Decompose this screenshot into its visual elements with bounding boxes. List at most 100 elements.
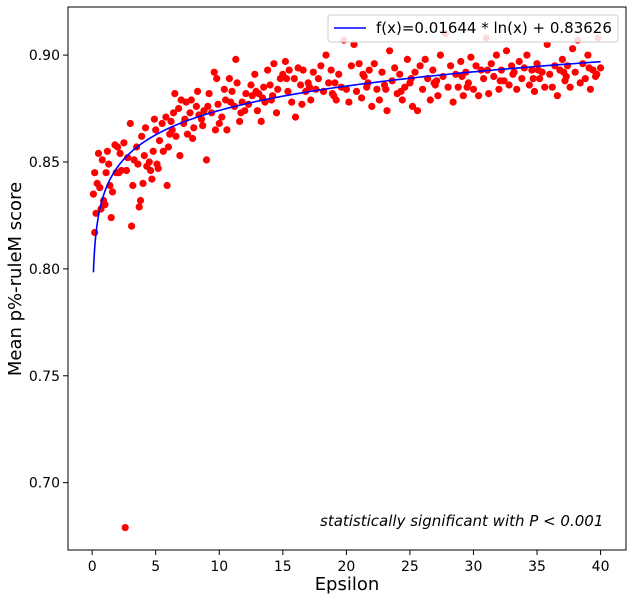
data-point: [373, 85, 381, 93]
data-point: [581, 75, 589, 83]
data-point: [480, 75, 488, 83]
data-point: [91, 169, 99, 177]
x-tick-label: 5: [151, 559, 160, 575]
data-point: [485, 90, 493, 98]
y-tick-label: 0.85: [29, 155, 60, 171]
y-tick-label: 0.90: [29, 48, 60, 64]
data-point: [386, 47, 394, 55]
data-point: [227, 98, 235, 106]
data-point: [375, 96, 383, 104]
data-point: [562, 72, 570, 81]
data-point: [317, 62, 325, 70]
data-point: [502, 47, 511, 55]
data-point: [108, 188, 117, 196]
data-point: [312, 85, 320, 93]
data-point: [189, 134, 197, 143]
data-point: [530, 87, 539, 95]
data-point: [299, 66, 307, 74]
data-point: [515, 57, 523, 66]
data-point: [155, 137, 164, 145]
data-point: [103, 147, 111, 155]
data-point: [138, 132, 146, 140]
data-point: [398, 96, 406, 104]
data-point: [98, 156, 106, 164]
x-tick-label: 15: [274, 559, 292, 575]
data-point: [419, 85, 427, 93]
data-point: [101, 201, 109, 209]
data-point: [585, 64, 593, 72]
y-tick-label: 0.80: [29, 262, 60, 278]
data-point: [569, 45, 577, 53]
data-point: [331, 79, 339, 87]
data-point: [477, 66, 485, 74]
data-point: [416, 62, 424, 70]
data-point: [126, 119, 134, 128]
x-tick-label: 0: [88, 559, 97, 575]
data-point: [114, 143, 122, 151]
data-point: [429, 66, 437, 74]
data-point: [197, 115, 206, 123]
data-point: [328, 90, 336, 98]
data-point: [584, 51, 592, 59]
data-point: [145, 158, 153, 166]
x-tick-label: 20: [337, 559, 355, 575]
data-point: [236, 117, 244, 125]
data-point: [139, 179, 147, 187]
x-tick-label: 10: [210, 559, 228, 575]
data-point: [536, 75, 544, 83]
legend-fit-label: f(x)=0.01644 * ln(x) + 0.83626: [376, 19, 612, 37]
x-axis-label: Epsilon: [315, 574, 380, 595]
data-point: [172, 132, 180, 140]
data-point: [264, 66, 272, 74]
data-point: [475, 92, 483, 100]
data-point: [411, 68, 419, 76]
data-point: [220, 85, 228, 93]
data-point: [134, 160, 142, 168]
y-axis: 0.70 0.75 0.80 0.85 0.90: [29, 48, 68, 492]
data-point: [176, 152, 184, 160]
data-point: [327, 66, 335, 74]
data-point: [472, 62, 480, 70]
data-point: [107, 214, 115, 222]
data-point: [350, 40, 358, 49]
data-point: [436, 51, 444, 59]
data-point: [96, 184, 104, 192]
data-point: [403, 55, 411, 64]
data-point: [164, 143, 172, 151]
data-point: [124, 154, 132, 162]
data-point: [463, 83, 471, 91]
data-point: [365, 66, 373, 74]
data-point: [546, 70, 554, 78]
data-point: [274, 85, 282, 93]
data-point: [92, 209, 100, 217]
data-point: [325, 79, 333, 87]
annotation-text: statistically significant with P < 0.001: [320, 512, 603, 530]
data-point: [509, 70, 517, 78]
data-point: [553, 92, 562, 100]
data-point: [297, 81, 305, 89]
data-point: [528, 66, 536, 74]
data-point: [225, 75, 233, 83]
data-point: [210, 68, 218, 76]
data-point: [358, 94, 366, 102]
data-point: [332, 96, 340, 104]
data-point: [169, 109, 178, 117]
data-point: [190, 124, 198, 132]
y-tick-label: 0.75: [29, 369, 60, 385]
data-point: [237, 109, 245, 117]
y-tick-label: 0.70: [29, 476, 60, 492]
legend-frame: [327, 14, 619, 43]
data-point: [359, 70, 367, 78]
data-point: [426, 96, 434, 104]
data-point: [105, 160, 113, 168]
data-point: [140, 152, 148, 160]
data-point: [129, 181, 137, 190]
data-point: [204, 102, 212, 110]
plot-frame: [67, 6, 627, 551]
data-point: [534, 66, 542, 74]
data-point: [211, 126, 219, 134]
data-point: [383, 107, 391, 115]
data-point: [183, 130, 192, 138]
data-point: [543, 40, 551, 49]
